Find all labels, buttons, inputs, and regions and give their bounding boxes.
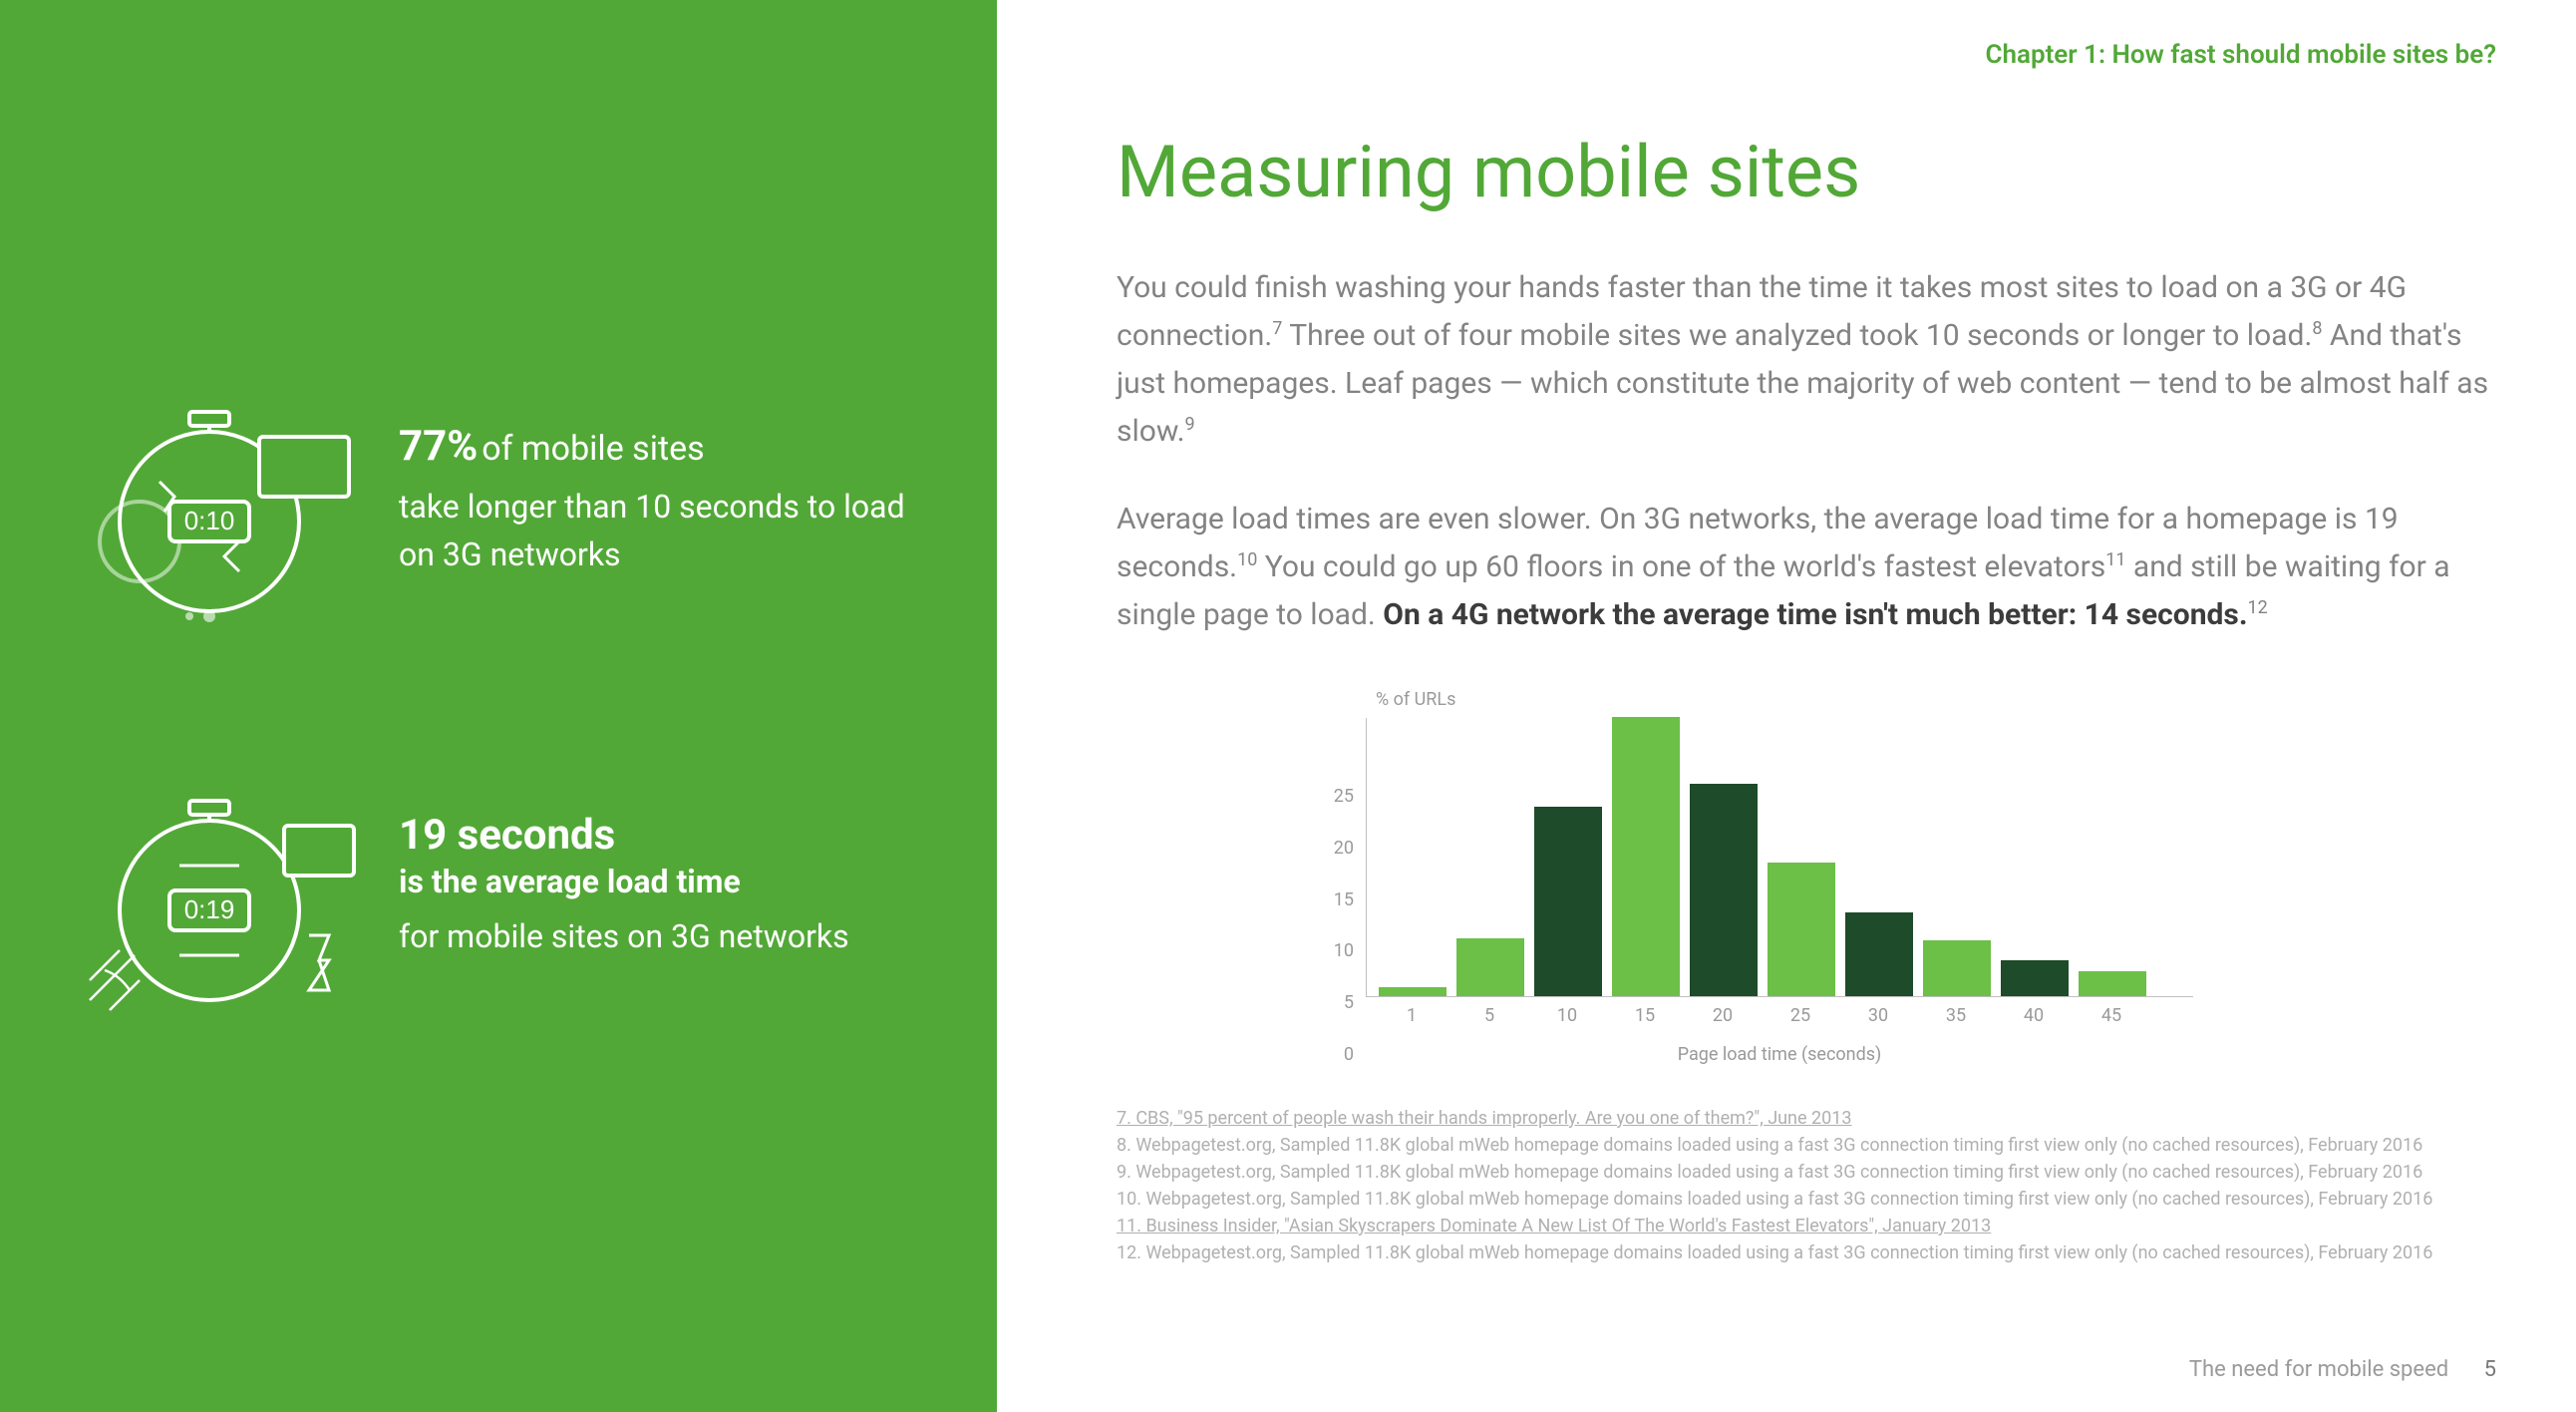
sup-7: 7: [1272, 318, 1282, 339]
p2-b: You could go up 60 floors in one of the …: [1257, 549, 2105, 584]
footnotes: 7. CBS, "95 percent of people wash their…: [1117, 1105, 2496, 1266]
timer-text-1: 0:10: [184, 506, 235, 535]
stat-text-2: 19 seconds is the average load time for …: [399, 781, 849, 960]
stat-headline-2: 19 seconds: [399, 811, 849, 860]
footnote-8: 8. Webpagetest.org, Sampled 11.8K global…: [1117, 1132, 2496, 1159]
chart-bar: [1379, 987, 1447, 996]
chart-bar: [1845, 912, 1913, 996]
chart-x-label: 35: [1922, 1005, 1990, 1026]
p1-b: Three out of four mobile sites we analyz…: [1282, 318, 2312, 353]
chart-x-label: 15: [1611, 1005, 1679, 1026]
chart-x-label: 10: [1533, 1005, 1601, 1026]
chapter-label: Chapter 1: How fast should mobile sites …: [1117, 40, 2496, 70]
chart-y-tick: 10: [1316, 940, 1354, 961]
chart-x-label: 45: [2078, 1005, 2145, 1026]
stat-block-19sec: 0:19 19 seconds is the average load time…: [80, 781, 957, 1020]
chart-y-axis: 25 20 15 10 5 0: [1316, 786, 1366, 1065]
sup-8: 8: [2312, 318, 2322, 339]
chart-y-tick: 25: [1316, 786, 1354, 807]
sup-9: 9: [1185, 414, 1195, 435]
chart-bars: [1366, 718, 2193, 997]
footnote-12: 12. Webpagetest.org, Sampled 11.8K globa…: [1117, 1239, 2496, 1266]
page-footer: The need for mobile speed 5: [2189, 1357, 2496, 1382]
footnote-11[interactable]: 11. Business Insider, "Asian Skyscrapers…: [1117, 1216, 1991, 1236]
stat-cont-1: of mobile sites: [482, 429, 704, 469]
chart-x-label: 40: [2000, 1005, 2068, 1026]
stat-subline-bold-2: is the average load time: [399, 860, 849, 904]
timer-text-2: 0:19: [184, 894, 235, 924]
stat-headline-1: 77%: [399, 422, 478, 471]
chart-bar: [2001, 960, 2069, 996]
paragraph-2: Average load times are even slower. On 3…: [1117, 496, 2496, 639]
chart-y-tick: 15: [1316, 889, 1354, 910]
stopwatch-cobweb-icon: 0:19: [80, 781, 359, 1020]
chart-x-label: 20: [1689, 1005, 1757, 1026]
chart-y-tick: 0: [1316, 1044, 1354, 1065]
sup-12: 12: [2248, 597, 2268, 618]
chart-bar: [1534, 807, 1602, 996]
chart-bar: [1612, 717, 1680, 996]
footnote-7[interactable]: 7. CBS, "95 percent of people wash their…: [1117, 1108, 1851, 1129]
chart-bar: [1690, 784, 1758, 996]
sup-10: 10: [1237, 549, 1257, 570]
stat-subline-1: take longer than 10 seconds to load on 3…: [399, 483, 917, 578]
stopwatch-cracked-icon: 0:10: [80, 392, 359, 631]
chart-bar: [1923, 940, 1991, 996]
p2-bold: On a 4G network the average time isn't m…: [1383, 597, 2247, 632]
load-time-chart: % of URLs 2520151050 151015202530354045 …: [1316, 689, 2193, 1065]
footnote-9: 9. Webpagetest.org, Sampled 11.8K global…: [1117, 1159, 2496, 1186]
chart-y-label: % of URLs: [1376, 689, 2193, 710]
page-title: Measuring mobile sites: [1117, 130, 2496, 214]
footer-page-number: 5: [2484, 1357, 2496, 1382]
chart-x-label: 1: [1378, 1005, 1446, 1026]
sidebar: 0:10 77% of mobile sites take longer tha…: [0, 0, 997, 1412]
chart-y-tick: 5: [1316, 992, 1354, 1013]
chart-x-label: 25: [1767, 1005, 1834, 1026]
paragraph-1: You could finish washing your hands fast…: [1117, 264, 2496, 456]
chart-bar: [2079, 971, 2146, 996]
stat-subline-2: for mobile sites on 3G networks: [399, 912, 849, 960]
chart-x-title: Page load time (seconds): [1366, 1044, 2193, 1065]
chart-x-label: 30: [1844, 1005, 1912, 1026]
chart-x-labels: 15 10 15 20 25 30 35 40 45: [1366, 1005, 2193, 1026]
chart-bar: [1768, 863, 1835, 996]
chart-bar: [1456, 938, 1524, 996]
chart-x-label: 5: [1455, 1005, 1523, 1026]
sup-11: 11: [2105, 549, 2125, 570]
footer-text: The need for mobile speed: [2189, 1357, 2448, 1382]
stat-block-77pct: 0:10 77% of mobile sites take longer tha…: [80, 392, 957, 631]
chart-y-tick: 20: [1316, 838, 1354, 859]
footnote-10: 10. Webpagetest.org, Sampled 11.8K globa…: [1117, 1186, 2496, 1213]
main-content: Chapter 1: How fast should mobile sites …: [997, 0, 2576, 1412]
stat-text-1: 77% of mobile sites take longer than 10 …: [399, 392, 917, 578]
